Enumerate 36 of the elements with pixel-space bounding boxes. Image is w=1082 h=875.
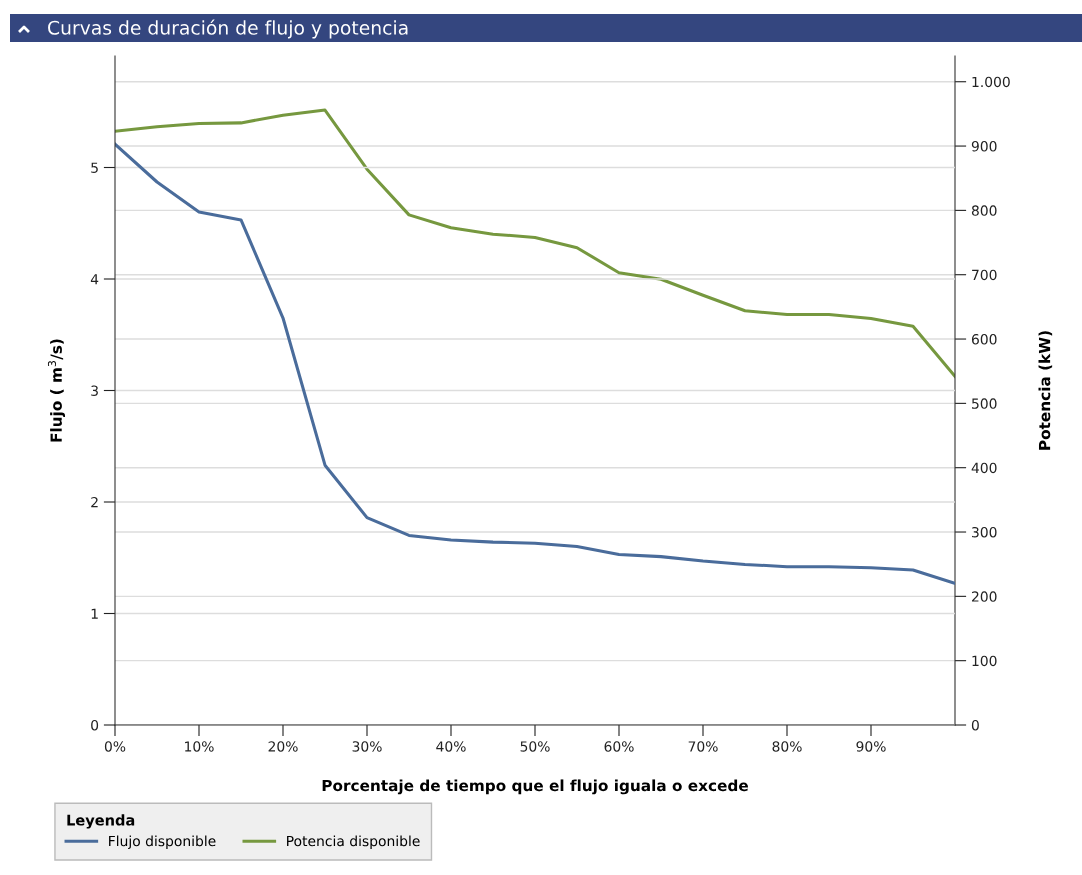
y-tick-label: 4 [90, 274, 99, 285]
y2-axis-title: Potencia (kW) [1038, 331, 1053, 450]
legend-label: Potencia disponible [287, 835, 420, 849]
x-tick-label: 10% [185, 741, 214, 752]
y-tick-label: 1 [91, 608, 98, 619]
y2-tick-label: 300 [972, 526, 997, 538]
x-tick-label: 20% [268, 741, 298, 752]
x-tick-label: 90% [856, 741, 886, 752]
y2-tick-label: 200 [971, 591, 997, 602]
y2-tick-label: 600 [971, 334, 997, 345]
x-tick-label: 30% [352, 741, 382, 752]
y-tick-label: 0 [91, 719, 99, 731]
legend-title: Leyenda [67, 814, 135, 829]
y-tick-label: 5 [91, 162, 98, 173]
x-tick-label: 0% [104, 741, 126, 752]
x-tick-label: 70% [688, 741, 718, 752]
x-tick-label: 80% [772, 741, 802, 752]
x-axis-title: Porcentaje de tiempo que el flujo iguala o excede [322, 779, 748, 795]
legend-label: Flujo disponible [109, 835, 216, 849]
y2-tick-label: 500 [972, 398, 997, 409]
y-tick-label: 3 [91, 385, 98, 396]
chart-title: Curvas de duración de flujo y potencia [48, 19, 408, 39]
y2-tick-label: 100 [972, 655, 997, 667]
x-tick-label: 60% [604, 741, 634, 752]
y-axis-title: Flujo ( m$^{3}$/s) [47, 339, 66, 442]
y2-tick-label: 900 [971, 141, 997, 152]
y2-tick-label: 800 [971, 205, 997, 216]
y2-tick-label: 700 [972, 269, 997, 281]
y-tick-label: 2 [91, 496, 98, 508]
y2-tick-label: 0 [971, 719, 979, 731]
x-tick-label: 40% [436, 741, 466, 752]
y2-tick-label: 1.000 [972, 76, 1010, 88]
line-series [115, 142, 955, 585]
x-tick-label: 50% [520, 741, 550, 752]
line-series [115, 108, 955, 378]
y2-tick-label: 400 [971, 462, 997, 474]
